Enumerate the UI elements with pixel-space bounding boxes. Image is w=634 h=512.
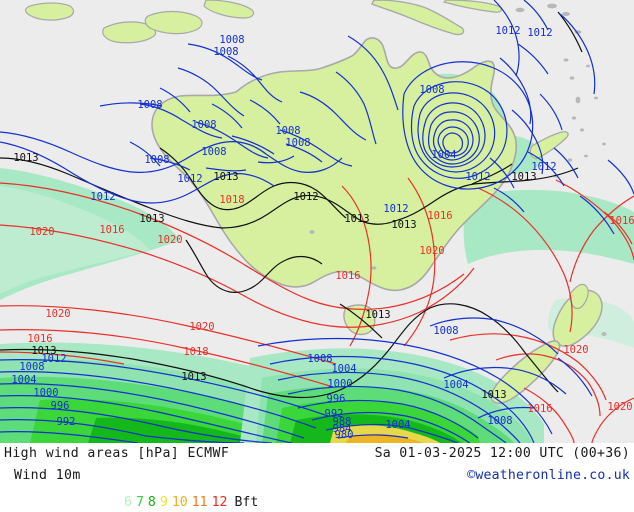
- isobar-label: 1000: [33, 387, 58, 399]
- isobar-label: 1004: [11, 374, 36, 386]
- beaufort-unit-label: Bft: [234, 494, 259, 510]
- isobar-label: 1013: [13, 152, 38, 164]
- beaufort-value-11[interactable]: 11: [191, 494, 208, 510]
- isobar-label: 1016: [335, 270, 360, 282]
- isobar-label: 1012: [177, 173, 202, 185]
- beaufort-value-9[interactable]: 9: [159, 494, 168, 510]
- isobar-label: 1004: [443, 379, 468, 391]
- isobar-label: 1008: [201, 146, 226, 158]
- beaufort-value-8[interactable]: 8: [147, 494, 156, 510]
- beaufort-value-12[interactable]: 12: [211, 494, 228, 510]
- isobar-label: 1013: [365, 309, 390, 321]
- isobar-label: 1013: [391, 219, 416, 231]
- isobar-label: 1016: [527, 403, 552, 415]
- pacific-islets: [309, 3, 607, 336]
- indonesia-island: [102, 21, 157, 44]
- isobar-label: 1013: [31, 345, 56, 357]
- wind-band-bft6: [0, 186, 150, 294]
- new-caledonia-landmass: [529, 131, 569, 159]
- isobar-label: 1012: [527, 27, 552, 39]
- isobar-label: 1013: [139, 213, 164, 225]
- isobar-label: 1008: [275, 125, 300, 137]
- valid-datetime: Sa 01-03-2025 12:00 UTC (00+36): [374, 446, 630, 461]
- isobar-label: 1012: [293, 191, 318, 203]
- beaufort-value-6[interactable]: 6: [124, 494, 132, 510]
- footer-row-top: High wind areas [hPa] ECMWF Sa 01-03-202…: [0, 445, 634, 467]
- isobar-label: 1013: [344, 213, 369, 225]
- isobar-label: 992: [57, 416, 76, 428]
- papua-new-guinea-landmass: [371, 0, 465, 36]
- isobar-label: 1008: [219, 34, 244, 46]
- isobar-label: 1018: [219, 194, 244, 206]
- isobar-layer: [0, 0, 634, 443]
- isobar-label: 1012: [531, 161, 556, 173]
- isobar-label: 1020: [189, 321, 214, 333]
- isobar-label: 1008: [213, 46, 238, 58]
- isobar-label: 1012: [465, 171, 490, 183]
- isobar-label: 1004: [385, 419, 410, 431]
- isobar-label: 1008: [285, 137, 310, 149]
- isobar-label: 1020: [419, 245, 444, 257]
- isobar-label: 1012: [495, 25, 520, 37]
- isobar-label: 1008: [487, 415, 512, 427]
- isobar-label: 1000: [327, 378, 352, 390]
- isobar-label: 992: [325, 408, 344, 420]
- isobar-label: 1016: [427, 210, 452, 222]
- isobar-label: 1008: [19, 361, 44, 373]
- isobar-label: 1008: [307, 353, 332, 365]
- timor-island: [144, 10, 203, 35]
- nz-north-island: [552, 289, 603, 347]
- isobar-label: 996: [51, 400, 70, 412]
- isobar-label: 1012: [90, 191, 115, 203]
- isobar-label: 1012: [383, 203, 408, 215]
- isobars-high: [0, 177, 634, 443]
- isobar-label: 1008: [191, 119, 216, 131]
- isobar-label: 1020: [29, 226, 54, 238]
- isobar-label: 1016: [609, 215, 634, 227]
- isobars-low: [0, 0, 634, 443]
- beaufort-value-7[interactable]: 7: [135, 494, 144, 510]
- java-island: [24, 2, 75, 21]
- beaufort-scale-legend[interactable]: 6 7 8 9 10 11 12 Bft: [124, 492, 258, 512]
- isobar-label: 996: [327, 393, 346, 405]
- wind-band-bft6: [463, 189, 634, 264]
- footer-row-bottom: Wind 10m 6 7 8 9 10 11 12 Bft ©weatheronline.co…: [0, 467, 634, 510]
- parameter-label: Wind 10m: [14, 468, 81, 483]
- isobar-label: 1016: [27, 333, 52, 345]
- isobar-label: 988: [333, 416, 352, 428]
- isobar-label: 1020: [607, 401, 632, 413]
- isobar-label: 1008: [144, 154, 169, 166]
- isobar-label: 1008: [433, 325, 458, 337]
- png-north-island: [442, 0, 503, 13]
- isobar-label: 1004: [431, 149, 456, 161]
- isobar-label: 1016: [99, 224, 124, 236]
- isobars-standard: [0, 11, 583, 399]
- isobar-label: 1004: [331, 363, 356, 375]
- isobar-label: 1013: [481, 389, 506, 401]
- footer-bar: High wind areas [hPa] ECMWF Sa 01-03-202…: [0, 443, 634, 510]
- beaufort-value-10[interactable]: 10: [171, 494, 188, 510]
- isobar-label: 1008: [419, 84, 444, 96]
- isobar-label: 980: [335, 429, 354, 441]
- isobar-label: 1013: [511, 171, 536, 183]
- wind-band-bft10: [346, 433, 424, 443]
- map-title: High wind areas [hPa] ECMWF: [4, 446, 230, 461]
- isobar-label: 1008: [137, 99, 162, 111]
- copyright-credit: ©weatheronline.co.uk: [467, 468, 630, 483]
- isobar-label: 1013: [213, 171, 238, 183]
- sumba-island: [203, 0, 255, 19]
- isobar-label: 1018: [183, 346, 208, 358]
- isobar-label: 1020: [563, 344, 588, 356]
- isobar-label: 1013: [181, 371, 206, 383]
- isobar-label: 984: [333, 423, 352, 435]
- nz-northland: [569, 283, 589, 310]
- isobar-label: 1012: [41, 353, 66, 365]
- map-panel[interactable]: 1013 1008 1008 1008 1008 1008 1008 1008 1008 1012…: [0, 0, 634, 443]
- isobar-label: 1020: [157, 234, 182, 246]
- isobar-label: 1020: [45, 308, 70, 320]
